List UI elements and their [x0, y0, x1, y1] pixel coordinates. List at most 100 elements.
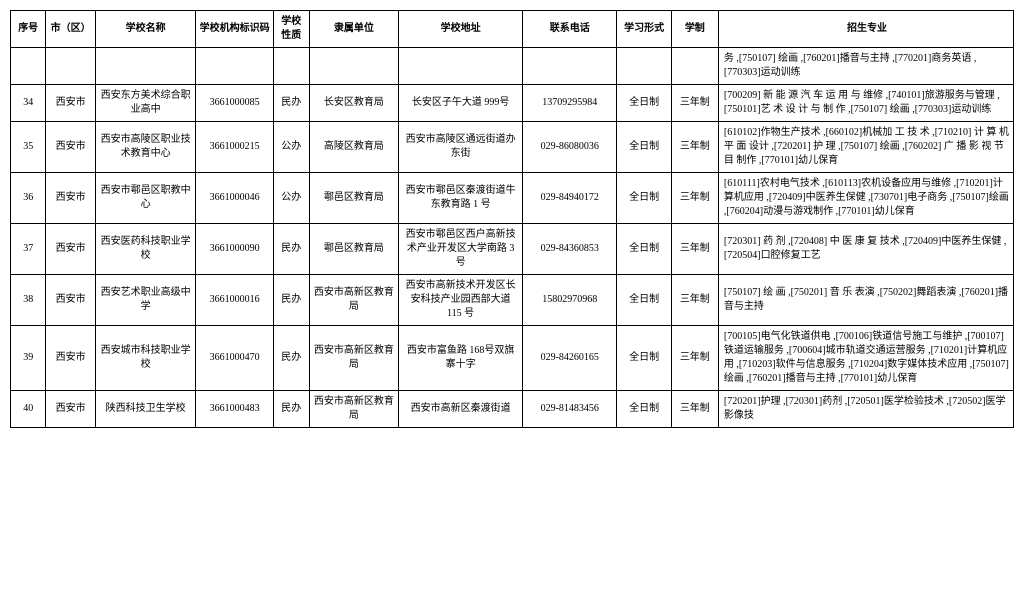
cell-name: 西安东方美术综合职业高中: [95, 85, 195, 122]
cell-study: 全日制: [617, 173, 671, 224]
cell-affil: 西安市高新区教育局: [309, 391, 399, 428]
cell-seq: 40: [11, 391, 46, 428]
cell-code: 3661000470: [196, 326, 274, 391]
cell-city: 西安市: [46, 391, 96, 428]
header-code: 学校机构标识码: [196, 11, 274, 48]
cell-addr: 西安市鄠邑区秦渡街道牛东教育路 1 号: [399, 173, 523, 224]
cell-study: 全日制: [617, 391, 671, 428]
cell-addr: 西安市高陵区通远街道办东街: [399, 122, 523, 173]
cell-affil: 高陵区教育局: [309, 122, 399, 173]
cell-nature: 民办: [274, 275, 309, 326]
header-study: 学习形式: [617, 11, 671, 48]
cell-city: 西安市: [46, 224, 96, 275]
cell-year: 三年制: [671, 224, 718, 275]
cell-affil: 长安区教育局: [309, 85, 399, 122]
cell-year: 三年制: [671, 173, 718, 224]
table-row: 36西安市西安市鄠邑区职教中心3661000046公办鄠邑区教育局西安市鄠邑区秦…: [11, 173, 1014, 224]
cell-year: 三年制: [671, 122, 718, 173]
cell-major: [700105]电气化铁道供电 ,[700106]铁道信号施工与维护 ,[700…: [718, 326, 1013, 391]
cell-name: 西安市高陵区职业技术教育中心: [95, 122, 195, 173]
header-affil: 隶属单位: [309, 11, 399, 48]
cell-year: 三年制: [671, 85, 718, 122]
cell-seq: 39: [11, 326, 46, 391]
cell-study: [617, 48, 671, 85]
header-addr: 学校地址: [399, 11, 523, 48]
header-seq: 序号: [11, 11, 46, 48]
cell-code: 3661000215: [196, 122, 274, 173]
cell-name: [95, 48, 195, 85]
cell-nature: 民办: [274, 85, 309, 122]
cell-study: 全日制: [617, 224, 671, 275]
cell-year: 三年制: [671, 391, 718, 428]
cell-major: [720301] 药 剂 ,[720408] 中 医 康 复 技术 ,[7204…: [718, 224, 1013, 275]
cell-study: 全日制: [617, 122, 671, 173]
cell-phone: 029-84360853: [523, 224, 617, 275]
table-row: 40西安市陕西科技卫生学校3661000483民办西安市高新区教育局西安市高新区…: [11, 391, 1014, 428]
cell-nature: 民办: [274, 326, 309, 391]
cell-major: [750107] 绘 画 ,[750201] 音 乐 表演 ,[750202]舞…: [718, 275, 1013, 326]
school-table: 序号 市（区） 学校名称 学校机构标识码 学校性质 隶属单位 学校地址 联系电话…: [10, 10, 1014, 428]
cell-major: 务 ,[750107] 绘画 ,[760201]播音与主持 ,[770201]商…: [718, 48, 1013, 85]
cell-major: [720201]护理 ,[720301]药剂 ,[720501]医学检验技术 ,…: [718, 391, 1013, 428]
cell-phone: 029-86080036: [523, 122, 617, 173]
cell-nature: [274, 48, 309, 85]
cell-name: 西安艺术职业高级中学: [95, 275, 195, 326]
header-phone: 联系电话: [523, 11, 617, 48]
cell-year: 三年制: [671, 275, 718, 326]
cell-affil: 鄠邑区教育局: [309, 224, 399, 275]
cell-seq: 35: [11, 122, 46, 173]
cell-affil: [309, 48, 399, 85]
cell-affil: 西安市高新区教育局: [309, 275, 399, 326]
cell-study: 全日制: [617, 85, 671, 122]
cell-seq: 37: [11, 224, 46, 275]
table-row: 35西安市西安市高陵区职业技术教育中心3661000215公办高陵区教育局西安市…: [11, 122, 1014, 173]
header-major: 招生专业: [718, 11, 1013, 48]
cell-code: 3661000483: [196, 391, 274, 428]
header-year: 学制: [671, 11, 718, 48]
cell-code: [196, 48, 274, 85]
cell-city: 西安市: [46, 122, 96, 173]
cell-nature: 民办: [274, 224, 309, 275]
header-name: 学校名称: [95, 11, 195, 48]
header-row: 序号 市（区） 学校名称 学校机构标识码 学校性质 隶属单位 学校地址 联系电话…: [11, 11, 1014, 48]
table-row: 38西安市西安艺术职业高级中学3661000016民办西安市高新区教育局西安市高…: [11, 275, 1014, 326]
cell-seq: [11, 48, 46, 85]
cell-year: 三年制: [671, 326, 718, 391]
cell-city: 西安市: [46, 173, 96, 224]
table-row: 37西安市西安医药科技职业学校3661000090民办鄠邑区教育局西安市鄠邑区西…: [11, 224, 1014, 275]
cell-code: 3661000090: [196, 224, 274, 275]
cell-city: 西安市: [46, 275, 96, 326]
cell-phone: 13709295984: [523, 85, 617, 122]
cell-nature: 公办: [274, 173, 309, 224]
cell-phone: 15802970968: [523, 275, 617, 326]
cell-city: [46, 48, 96, 85]
cell-study: 全日制: [617, 326, 671, 391]
cell-nature: 民办: [274, 391, 309, 428]
cell-seq: 36: [11, 173, 46, 224]
cell-study: 全日制: [617, 275, 671, 326]
cell-phone: 029-81483456: [523, 391, 617, 428]
cell-name: 西安市鄠邑区职教中心: [95, 173, 195, 224]
cell-name: 西安城市科技职业学校: [95, 326, 195, 391]
cell-major: [610102]作物生产技术 ,[660102]机械加 工 技 术 ,[7102…: [718, 122, 1013, 173]
cell-city: 西安市: [46, 326, 96, 391]
table-row: 39西安市西安城市科技职业学校3661000470民办西安市高新区教育局西安市富…: [11, 326, 1014, 391]
cell-phone: 029-84260165: [523, 326, 617, 391]
cell-affil: 鄠邑区教育局: [309, 173, 399, 224]
cell-phone: [523, 48, 617, 85]
cell-code: 3661000046: [196, 173, 274, 224]
cell-code: 3661000016: [196, 275, 274, 326]
table-body: 务 ,[750107] 绘画 ,[760201]播音与主持 ,[770201]商…: [11, 48, 1014, 428]
cell-seq: 34: [11, 85, 46, 122]
cell-addr: 西安市高新技术开发区长安科技产业园西部大道 115 号: [399, 275, 523, 326]
cell-name: 西安医药科技职业学校: [95, 224, 195, 275]
cell-addr: 西安市富鱼路 168号双旗寨十字: [399, 326, 523, 391]
cell-name: 陕西科技卫生学校: [95, 391, 195, 428]
cell-city: 西安市: [46, 85, 96, 122]
cell-addr: 西安市高新区秦渡街道: [399, 391, 523, 428]
cell-major: [700209] 新 能 源 汽 车 运 用 与 维修 ,[740101]旅游服…: [718, 85, 1013, 122]
cell-addr: [399, 48, 523, 85]
cell-addr: 西安市鄠邑区西户高新技术产业开发区大学南路 3 号: [399, 224, 523, 275]
cell-affil: 西安市高新区教育局: [309, 326, 399, 391]
cell-seq: 38: [11, 275, 46, 326]
